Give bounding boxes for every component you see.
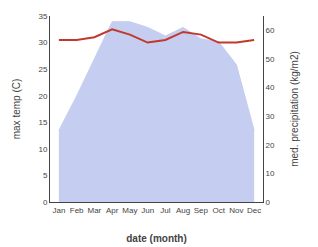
svg-text:Nov: Nov (229, 206, 243, 215)
svg-text:15: 15 (38, 118, 47, 127)
svg-text:Apr: Apr (106, 206, 119, 215)
svg-text:Jun: Jun (141, 206, 154, 215)
svg-text:0: 0 (266, 198, 271, 207)
svg-text:max temp (C): max temp (C) (11, 79, 22, 140)
svg-text:60: 60 (266, 26, 275, 35)
svg-text:30: 30 (38, 38, 47, 47)
svg-text:35: 35 (38, 12, 47, 21)
svg-text:Aug: Aug (176, 206, 190, 215)
svg-text:40: 40 (266, 83, 275, 92)
svg-text:0: 0 (43, 198, 48, 207)
svg-text:Jan: Jan (52, 206, 65, 215)
svg-text:Dec: Dec (247, 206, 261, 215)
svg-text:30: 30 (266, 112, 275, 121)
svg-text:Feb: Feb (70, 206, 84, 215)
svg-text:25: 25 (38, 65, 47, 74)
svg-text:5: 5 (43, 171, 48, 180)
svg-text:20: 20 (266, 141, 275, 150)
svg-text:50: 50 (266, 55, 275, 64)
svg-text:20: 20 (38, 92, 47, 101)
svg-text:Sep: Sep (194, 206, 209, 215)
svg-text:med. precipitation (kg/m2): med. precipitation (kg/m2) (289, 51, 300, 167)
svg-text:10: 10 (266, 169, 275, 178)
svg-text:date (month): date (month) (126, 233, 187, 244)
svg-text:10: 10 (38, 145, 47, 154)
svg-text:May: May (122, 206, 137, 215)
svg-text:Mar: Mar (87, 206, 101, 215)
svg-text:Jul: Jul (160, 206, 170, 215)
svg-text:Oct: Oct (212, 206, 225, 215)
